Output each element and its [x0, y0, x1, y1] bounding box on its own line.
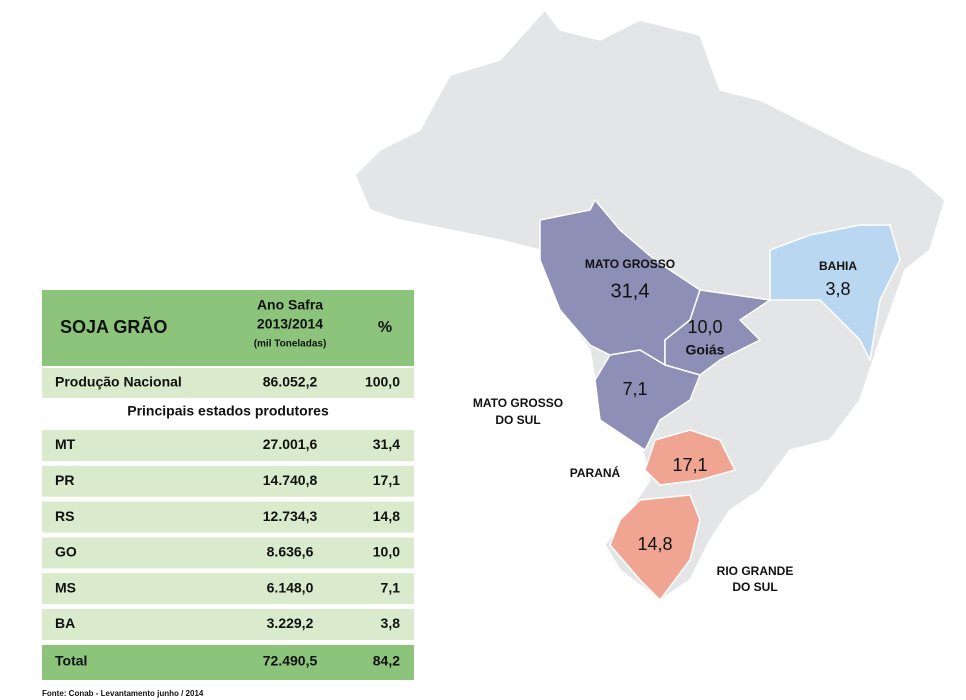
state-name: Goiás — [686, 342, 725, 358]
map — [354, 8, 946, 602]
header-bg — [42, 290, 414, 366]
cell-label: PR — [55, 472, 74, 488]
national-bg — [42, 368, 414, 398]
state-value: 17,1 — [672, 455, 707, 475]
state-name: RIO GRANDE — [717, 564, 794, 578]
total-bg — [42, 645, 414, 680]
cell-percent: 7,1 — [381, 579, 401, 595]
table: SOJA GRÃO Ano Safra 2013/2014 (mil Tonel… — [42, 290, 414, 698]
goias — [664, 289, 773, 376]
state-name: PARANÁ — [570, 465, 621, 480]
mato-grosso-do-sul — [594, 349, 702, 452]
cell-percent: 14,8 — [373, 508, 400, 524]
cell-label: MT — [55, 436, 76, 452]
state-name: MATO GROSSO — [585, 257, 675, 271]
cell-value: 6.148,0 — [267, 579, 314, 595]
map-labels: MATO GROSSO 31,4 10,0 Goiás MATO GROSSO … — [473, 257, 857, 594]
cell-value: 86.052,2 — [263, 374, 318, 390]
cell-value: 14.740,8 — [263, 472, 318, 488]
row-bg — [42, 465, 414, 497]
state-name: DO SUL — [495, 413, 540, 427]
row-bg — [42, 501, 414, 533]
state-value: 3,8 — [825, 279, 850, 299]
header-title: SOJA GRÃO — [60, 316, 167, 337]
state-name: MATO GROSSO — [473, 396, 563, 410]
cell-label: BA — [55, 615, 75, 631]
cell-percent: 10,0 — [373, 544, 400, 560]
state-value: 10,0 — [687, 317, 722, 337]
cell-label: RS — [55, 508, 74, 524]
cell-percent: 84,2 — [373, 653, 400, 669]
cell-percent: 17,1 — [373, 472, 400, 488]
row-bg — [42, 609, 414, 640]
row-bg — [42, 537, 414, 569]
cell-value: 72.490,5 — [263, 653, 318, 669]
cell-label: MS — [55, 579, 76, 595]
parana — [644, 429, 737, 486]
state-value: 7,1 — [622, 379, 647, 399]
cell-value: 8.636,6 — [267, 544, 314, 560]
header-cell: (mil Toneladas) — [254, 339, 327, 350]
bahia — [769, 224, 901, 363]
state-name: DO SUL — [732, 580, 777, 594]
cell-value: 27.001,6 — [263, 436, 318, 452]
header-cell: 2013/2014 — [257, 316, 323, 332]
row-bg — [42, 573, 414, 605]
cell-label: Produção Nacional — [55, 374, 182, 390]
source: Fonte: Conab - Levantamento junho / 2014 — [42, 689, 204, 698]
cell-percent: 31,4 — [373, 436, 400, 452]
header-cell: % — [378, 319, 392, 336]
rio-grande-do-sul — [609, 494, 701, 602]
subheading: Principais estados produtores — [127, 403, 329, 419]
cell-value: 12.734,3 — [263, 508, 318, 524]
state-value: 14,8 — [637, 534, 672, 554]
state-name: BAHIA — [819, 259, 857, 273]
cell-percent: 3,8 — [381, 615, 401, 631]
cell-value: 3.229,2 — [267, 615, 314, 631]
cell-percent: 100,0 — [365, 374, 400, 390]
cell-label: Total — [55, 653, 87, 669]
row-bg — [42, 430, 414, 461]
state-value: 31,4 — [611, 280, 650, 302]
header-cell: Ano Safra — [257, 297, 323, 313]
cell-label: GO — [55, 544, 77, 560]
